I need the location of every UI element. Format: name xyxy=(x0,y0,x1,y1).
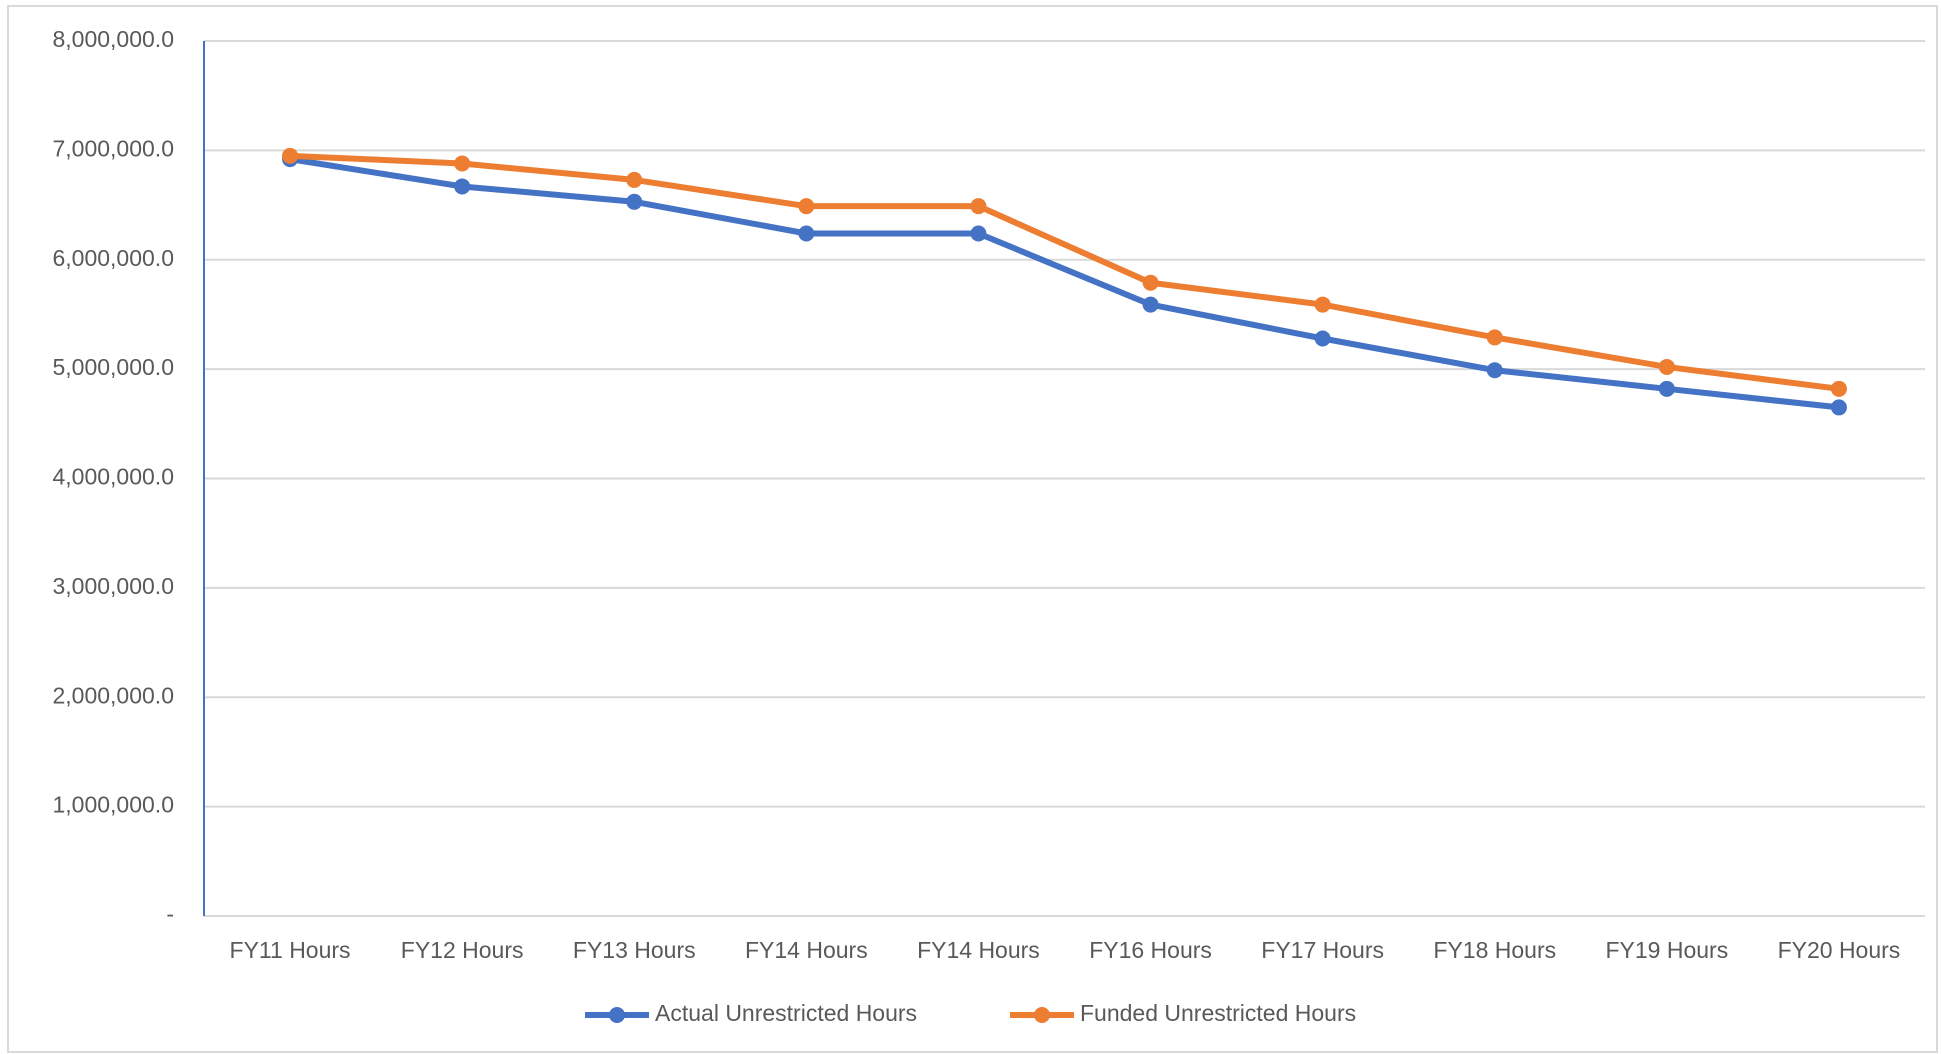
data-point xyxy=(1314,296,1331,313)
series-line xyxy=(289,152,1840,392)
x-tick-label: FY11 Hours xyxy=(230,937,351,963)
x-tick-label: FY14 Hours xyxy=(917,937,1040,963)
y-tick-label: 5,000,000.0 xyxy=(52,354,174,380)
x-tick-label: FY20 Hours xyxy=(1778,937,1901,963)
data-point xyxy=(798,225,815,242)
data-point xyxy=(626,171,643,188)
legend-label: Actual Unrestricted Hours xyxy=(655,1000,917,1026)
data-point xyxy=(970,198,987,215)
y-tick-label: 2,000,000.0 xyxy=(52,682,174,708)
y-tick-label: 7,000,000.0 xyxy=(52,135,174,161)
data-point xyxy=(454,155,471,172)
x-tick-label: FY18 Hours xyxy=(1433,937,1556,963)
series-line xyxy=(289,156,1840,411)
data-point xyxy=(1830,399,1847,416)
data-point xyxy=(1142,296,1159,313)
data-point xyxy=(970,225,987,242)
data-point xyxy=(1658,380,1675,397)
data-point xyxy=(798,198,815,215)
x-tick-label: FY19 Hours xyxy=(1605,937,1728,963)
data-point xyxy=(454,178,471,195)
legend-label: Funded Unrestricted Hours xyxy=(1080,1000,1356,1026)
y-tick-label: 3,000,000.0 xyxy=(52,573,174,599)
x-tick-label: FY17 Hours xyxy=(1261,937,1384,963)
x-tick-label: FY16 Hours xyxy=(1089,937,1212,963)
data-point xyxy=(282,147,299,164)
data-point xyxy=(1142,274,1159,291)
legend-marker xyxy=(1034,1007,1050,1023)
y-tick-label: 8,000,000.0 xyxy=(52,26,174,52)
y-tick-label: 4,000,000.0 xyxy=(52,464,174,490)
data-point xyxy=(1314,330,1331,347)
x-tick-label: FY13 Hours xyxy=(573,937,696,963)
chart-border xyxy=(7,5,1938,1053)
data-point xyxy=(1486,362,1503,379)
y-tick-label: - xyxy=(166,901,174,927)
legend-marker xyxy=(609,1007,625,1023)
y-tick-label: 6,000,000.0 xyxy=(52,245,174,271)
x-tick-label: FY12 Hours xyxy=(401,937,524,963)
y-tick-label: 1,000,000.0 xyxy=(52,792,174,818)
data-point xyxy=(1830,380,1847,397)
data-point xyxy=(626,193,643,210)
data-point xyxy=(1486,329,1503,346)
data-point xyxy=(1658,358,1675,375)
x-tick-label: FY14 Hours xyxy=(745,937,868,963)
